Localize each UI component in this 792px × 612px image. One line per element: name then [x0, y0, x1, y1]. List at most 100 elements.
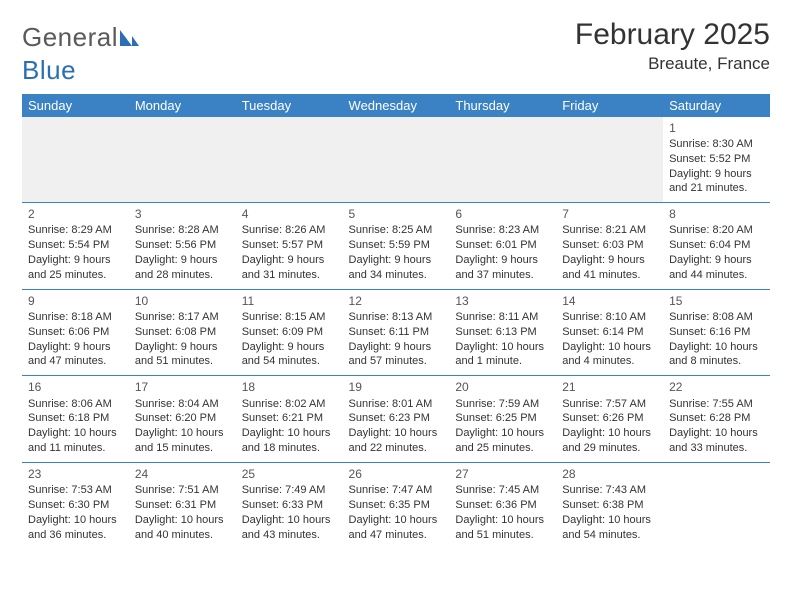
- logo-text-part2: Blue: [22, 55, 76, 85]
- weekday-header: Saturday: [663, 94, 770, 117]
- day-number: 8: [669, 206, 764, 222]
- day-number: 6: [455, 206, 550, 222]
- daylight-line: Daylight: 10 hours and 36 minutes.: [28, 513, 123, 543]
- calendar-week-row: 9Sunrise: 8:18 AMSunset: 6:06 PMDaylight…: [22, 289, 770, 376]
- day-number: 11: [242, 293, 337, 309]
- sunrise-line: Sunrise: 7:53 AM: [28, 483, 123, 498]
- calendar-empty-cell: [663, 462, 770, 548]
- sunrise-line: Sunrise: 7:51 AM: [135, 483, 230, 498]
- sunrise-line: Sunrise: 8:18 AM: [28, 310, 123, 325]
- sunrise-line: Sunrise: 7:49 AM: [242, 483, 337, 498]
- calendar-day-cell: 2Sunrise: 8:29 AMSunset: 5:54 PMDaylight…: [22, 203, 129, 290]
- calendar-day-cell: 7Sunrise: 8:21 AMSunset: 6:03 PMDaylight…: [556, 203, 663, 290]
- sunset-line: Sunset: 6:36 PM: [455, 498, 550, 513]
- daylight-line: Daylight: 9 hours and 28 minutes.: [135, 253, 230, 283]
- daylight-line: Daylight: 9 hours and 54 minutes.: [242, 340, 337, 370]
- calendar-day-cell: 5Sunrise: 8:25 AMSunset: 5:59 PMDaylight…: [343, 203, 450, 290]
- day-number: 18: [242, 379, 337, 395]
- daylight-line: Daylight: 9 hours and 44 minutes.: [669, 253, 764, 283]
- calendar-day-cell: 3Sunrise: 8:28 AMSunset: 5:56 PMDaylight…: [129, 203, 236, 290]
- calendar-day-cell: 28Sunrise: 7:43 AMSunset: 6:38 PMDayligh…: [556, 462, 663, 548]
- calendar-empty-cell: [449, 117, 556, 203]
- sunrise-line: Sunrise: 8:04 AM: [135, 397, 230, 412]
- day-number: 14: [562, 293, 657, 309]
- day-number: 20: [455, 379, 550, 395]
- logo-text-part1: General: [22, 22, 118, 52]
- sunset-line: Sunset: 6:38 PM: [562, 498, 657, 513]
- calendar-week-row: 16Sunrise: 8:06 AMSunset: 6:18 PMDayligh…: [22, 376, 770, 463]
- day-number: 16: [28, 379, 123, 395]
- calendar-week-row: 1Sunrise: 8:30 AMSunset: 5:52 PMDaylight…: [22, 117, 770, 203]
- location: Breaute, France: [575, 54, 770, 74]
- calendar-day-cell: 19Sunrise: 8:01 AMSunset: 6:23 PMDayligh…: [343, 376, 450, 463]
- day-number: 15: [669, 293, 764, 309]
- day-number: 4: [242, 206, 337, 222]
- daylight-line: Daylight: 10 hours and 29 minutes.: [562, 426, 657, 456]
- sunset-line: Sunset: 6:23 PM: [349, 411, 444, 426]
- sunrise-line: Sunrise: 8:28 AM: [135, 223, 230, 238]
- sunrise-line: Sunrise: 8:15 AM: [242, 310, 337, 325]
- daylight-line: Daylight: 9 hours and 25 minutes.: [28, 253, 123, 283]
- sunset-line: Sunset: 5:56 PM: [135, 238, 230, 253]
- sunset-line: Sunset: 6:04 PM: [669, 238, 764, 253]
- calendar-day-cell: 25Sunrise: 7:49 AMSunset: 6:33 PMDayligh…: [236, 462, 343, 548]
- calendar-day-cell: 13Sunrise: 8:11 AMSunset: 6:13 PMDayligh…: [449, 289, 556, 376]
- logo-text: GeneralBlue: [22, 22, 140, 86]
- sunset-line: Sunset: 5:57 PM: [242, 238, 337, 253]
- calendar-day-cell: 8Sunrise: 8:20 AMSunset: 6:04 PMDaylight…: [663, 203, 770, 290]
- day-number: 26: [349, 466, 444, 482]
- weekday-header: Wednesday: [343, 94, 450, 117]
- sunrise-line: Sunrise: 7:43 AM: [562, 483, 657, 498]
- calendar-day-cell: 27Sunrise: 7:45 AMSunset: 6:36 PMDayligh…: [449, 462, 556, 548]
- day-number: 13: [455, 293, 550, 309]
- weekday-header: Monday: [129, 94, 236, 117]
- sunrise-line: Sunrise: 8:10 AM: [562, 310, 657, 325]
- calendar-empty-cell: [129, 117, 236, 203]
- daylight-line: Daylight: 9 hours and 51 minutes.: [135, 340, 230, 370]
- calendar-day-cell: 24Sunrise: 7:51 AMSunset: 6:31 PMDayligh…: [129, 462, 236, 548]
- calendar-empty-cell: [556, 117, 663, 203]
- calendar-week-row: 2Sunrise: 8:29 AMSunset: 5:54 PMDaylight…: [22, 203, 770, 290]
- calendar-day-cell: 22Sunrise: 7:55 AMSunset: 6:28 PMDayligh…: [663, 376, 770, 463]
- calendar-page: GeneralBlue February 2025 Breaute, Franc…: [0, 0, 792, 566]
- day-number: 12: [349, 293, 444, 309]
- calendar-header-row: SundayMondayTuesdayWednesdayThursdayFrid…: [22, 94, 770, 117]
- daylight-line: Daylight: 9 hours and 47 minutes.: [28, 340, 123, 370]
- calendar-day-cell: 17Sunrise: 8:04 AMSunset: 6:20 PMDayligh…: [129, 376, 236, 463]
- logo: GeneralBlue: [22, 22, 140, 86]
- weekday-header: Tuesday: [236, 94, 343, 117]
- day-number: 22: [669, 379, 764, 395]
- sunrise-line: Sunrise: 8:01 AM: [349, 397, 444, 412]
- header: GeneralBlue February 2025 Breaute, Franc…: [22, 18, 770, 86]
- day-number: 24: [135, 466, 230, 482]
- calendar-day-cell: 26Sunrise: 7:47 AMSunset: 6:35 PMDayligh…: [343, 462, 450, 548]
- daylight-line: Daylight: 10 hours and 15 minutes.: [135, 426, 230, 456]
- daylight-line: Daylight: 10 hours and 25 minutes.: [455, 426, 550, 456]
- calendar-day-cell: 6Sunrise: 8:23 AMSunset: 6:01 PMDaylight…: [449, 203, 556, 290]
- daylight-line: Daylight: 10 hours and 8 minutes.: [669, 340, 764, 370]
- daylight-line: Daylight: 10 hours and 47 minutes.: [349, 513, 444, 543]
- calendar-empty-cell: [22, 117, 129, 203]
- day-number: 10: [135, 293, 230, 309]
- sunrise-line: Sunrise: 8:26 AM: [242, 223, 337, 238]
- daylight-line: Daylight: 10 hours and 4 minutes.: [562, 340, 657, 370]
- sunrise-line: Sunrise: 8:13 AM: [349, 310, 444, 325]
- calendar-day-cell: 4Sunrise: 8:26 AMSunset: 5:57 PMDaylight…: [236, 203, 343, 290]
- sunrise-line: Sunrise: 8:17 AM: [135, 310, 230, 325]
- sunset-line: Sunset: 6:01 PM: [455, 238, 550, 253]
- daylight-line: Daylight: 9 hours and 57 minutes.: [349, 340, 444, 370]
- calendar-day-cell: 16Sunrise: 8:06 AMSunset: 6:18 PMDayligh…: [22, 376, 129, 463]
- daylight-line: Daylight: 10 hours and 54 minutes.: [562, 513, 657, 543]
- sunset-line: Sunset: 6:18 PM: [28, 411, 123, 426]
- day-number: 3: [135, 206, 230, 222]
- sunrise-line: Sunrise: 8:11 AM: [455, 310, 550, 325]
- daylight-line: Daylight: 9 hours and 37 minutes.: [455, 253, 550, 283]
- sunset-line: Sunset: 6:06 PM: [28, 325, 123, 340]
- sunrise-line: Sunrise: 7:59 AM: [455, 397, 550, 412]
- calendar-day-cell: 21Sunrise: 7:57 AMSunset: 6:26 PMDayligh…: [556, 376, 663, 463]
- calendar-day-cell: 15Sunrise: 8:08 AMSunset: 6:16 PMDayligh…: [663, 289, 770, 376]
- calendar-empty-cell: [343, 117, 450, 203]
- sunrise-line: Sunrise: 8:08 AM: [669, 310, 764, 325]
- sunset-line: Sunset: 6:26 PM: [562, 411, 657, 426]
- day-number: 5: [349, 206, 444, 222]
